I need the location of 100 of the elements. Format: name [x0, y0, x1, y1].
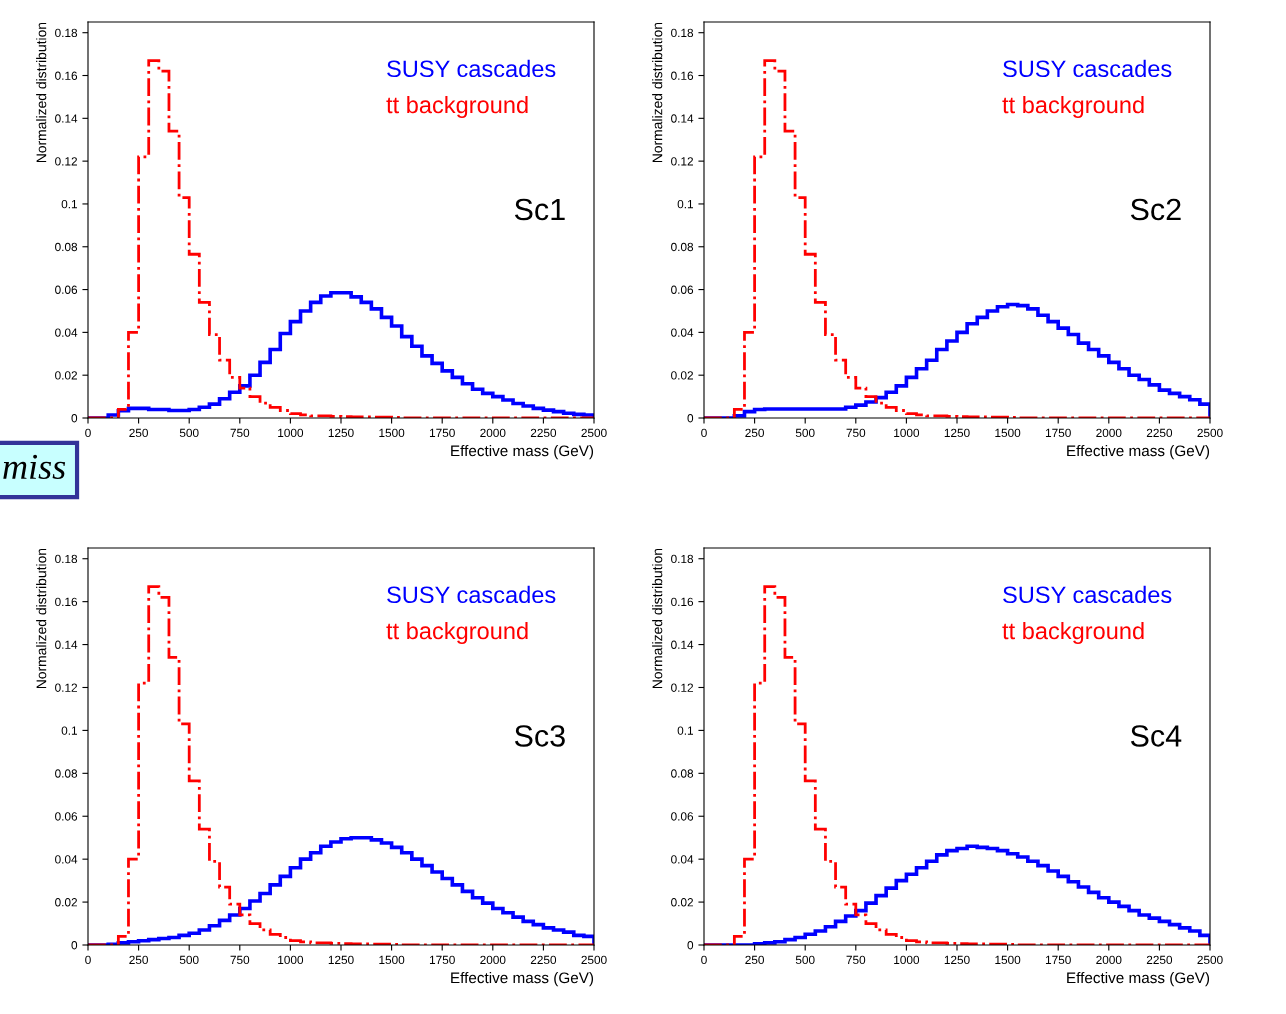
y-tick-label: 0.16 [55, 71, 78, 80]
text: SUSY cascades [1003, 59, 1172, 78]
y-tick-label: 0.18 [55, 28, 78, 38]
x-tick-label: 0 [701, 428, 707, 438]
x-tick-label: 500 [179, 955, 199, 965]
x-tick-label: 2250 [1146, 955, 1173, 965]
y-tick-label: 0.04 [671, 328, 694, 337]
x-tick-label: 750 [230, 428, 250, 438]
y-tick-label: 0.08 [671, 769, 694, 778]
y-tick-label: 0.18 [671, 554, 694, 564]
text: SUSY cascades [1003, 585, 1172, 604]
text: tt background [386, 621, 528, 644]
y-tick-label: 0.18 [671, 28, 694, 38]
x-tick-label: 250 [129, 428, 148, 438]
y-tick-label: 0.06 [55, 285, 78, 294]
text: tt background [386, 95, 528, 118]
x-tick-label: 500 [179, 428, 199, 438]
x-tick-label: 2000 [480, 955, 506, 965]
x-tick-label: 250 [745, 955, 764, 965]
y-tick-label: 0.16 [671, 597, 694, 607]
y-tick-label: 0.06 [55, 812, 78, 821]
x-tick-label: 2250 [1146, 428, 1173, 438]
x-tick-label: 2250 [530, 428, 557, 438]
y-tick-label: 0.06 [671, 285, 694, 294]
y-tick-label: 0 [687, 941, 694, 950]
x-tick-label: 250 [129, 955, 148, 965]
x-tick-label: 1250 [944, 955, 970, 965]
y-tick-label: 0.04 [55, 855, 78, 864]
x-tick-label: 1000 [894, 955, 920, 965]
y-tick-label: 0.08 [671, 242, 694, 252]
x-tick-label: 2500 [1197, 955, 1223, 965]
y-tick-label: 0.08 [55, 242, 78, 252]
y-tick-label: 0.1 [677, 199, 694, 209]
y-tick-label: 0.02 [671, 898, 693, 907]
x-tick-label: 500 [795, 955, 815, 965]
text: miss [3, 454, 66, 480]
y-tick-label: 0.14 [671, 114, 694, 123]
y-tick-label: 0 [687, 414, 694, 423]
x-tick-label: 1250 [328, 428, 354, 438]
y-tick-label: 0.14 [55, 114, 78, 123]
x-tick-label: 1750 [429, 428, 455, 438]
annotation: Sc1 [514, 198, 565, 221]
y-tick-label: 0.1 [61, 199, 78, 209]
x-axis-title: Effective mass (GeV) [451, 444, 594, 460]
x-tick-label: 2000 [480, 428, 506, 438]
x-tick-label: 2500 [581, 428, 607, 438]
y-tick-label: 0 [71, 941, 78, 950]
annotation: Sc3 [514, 725, 565, 747]
x-tick-label: 1250 [328, 955, 354, 965]
x-tick-label: 2500 [1197, 428, 1223, 438]
y-tick-label: 0.16 [55, 597, 78, 607]
x-tick-label: 2500 [581, 955, 607, 965]
x-tick-label: 1750 [429, 955, 455, 965]
annotation: Sc4 [1130, 725, 1182, 747]
x-tick-label: 1000 [278, 955, 304, 965]
x-tick-label: 1500 [995, 428, 1021, 438]
y-tick-label: 0.02 [55, 898, 77, 907]
y-tick-label: 0.16 [671, 71, 694, 80]
y-tick-label: 0.06 [671, 812, 694, 821]
annotation: Sc2 [1130, 198, 1181, 221]
y-tick-label: 0.02 [671, 371, 693, 380]
y-tick-label: 0.14 [55, 640, 78, 649]
y-tick-label: 0.14 [671, 640, 694, 649]
x-tick-label: 500 [795, 428, 815, 438]
text: tt background [1002, 621, 1144, 644]
x-tick-label: 2000 [1096, 955, 1122, 965]
y-axis-title: Normalized distribution [652, 548, 663, 689]
y-axis-title: Normalized distribution [36, 548, 47, 689]
x-axis-title: Effective mass (GeV) [1067, 971, 1210, 987]
x-tick-label: 1250 [944, 428, 970, 438]
x-tick-label: 1500 [995, 955, 1021, 965]
y-tick-label: 0.08 [55, 769, 78, 778]
y-tick-label: 0.18 [55, 554, 78, 564]
y-tick-label: 0.12 [671, 157, 693, 166]
y-tick-label: 0.1 [677, 726, 694, 735]
y-tick-label: 0.12 [55, 157, 77, 166]
x-axis-title: Effective mass (GeV) [451, 971, 594, 987]
x-tick-label: 750 [230, 955, 250, 965]
x-tick-label: 1750 [1045, 428, 1071, 438]
y-tick-label: 0.1 [61, 726, 78, 735]
y-tick-label: 0 [71, 414, 78, 423]
y-tick-label: 0.04 [55, 328, 78, 337]
y-axis-title: Normalized distribution [652, 22, 663, 163]
x-tick-label: 1500 [379, 428, 405, 438]
x-tick-label: 0 [85, 428, 91, 438]
y-tick-label: 0.02 [55, 371, 77, 380]
text: SUSY cascades [387, 585, 556, 604]
x-tick-label: 1000 [894, 428, 920, 438]
x-tick-label: 0 [85, 955, 91, 965]
y-axis-title: Normalized distribution [36, 22, 47, 163]
x-tick-label: 1750 [1045, 955, 1071, 965]
text: SUSY cascades [387, 59, 556, 78]
x-tick-label: 2250 [530, 955, 557, 965]
x-tick-label: 750 [846, 955, 866, 965]
x-tick-label: 1500 [379, 955, 405, 965]
x-tick-label: 1000 [278, 428, 304, 438]
text: tt background [1002, 95, 1144, 118]
x-tick-label: 750 [846, 428, 866, 438]
x-tick-label: 0 [701, 955, 707, 965]
x-tick-label: 2000 [1096, 428, 1122, 438]
